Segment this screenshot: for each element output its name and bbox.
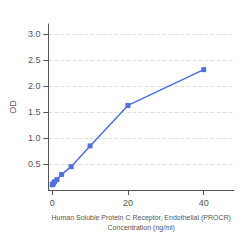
svg-text:0.5: 0.5 — [28, 159, 41, 169]
svg-text:3.0: 3.0 — [28, 29, 41, 39]
svg-text:20: 20 — [123, 198, 133, 208]
svg-text:OD: OD — [8, 100, 18, 114]
svg-text:40: 40 — [199, 198, 209, 208]
svg-text:Concentration (ng/ml): Concentration (ng/ml) — [108, 224, 175, 232]
svg-text:1.5: 1.5 — [28, 107, 41, 117]
svg-text:0: 0 — [50, 198, 55, 208]
svg-text:Human Soluble Protein C Recept: Human Soluble Protein C Receptor, Endoth… — [52, 214, 231, 222]
svg-text:2.5: 2.5 — [28, 55, 41, 65]
svg-text:1.0: 1.0 — [28, 133, 41, 143]
svg-text:2.0: 2.0 — [28, 81, 41, 91]
